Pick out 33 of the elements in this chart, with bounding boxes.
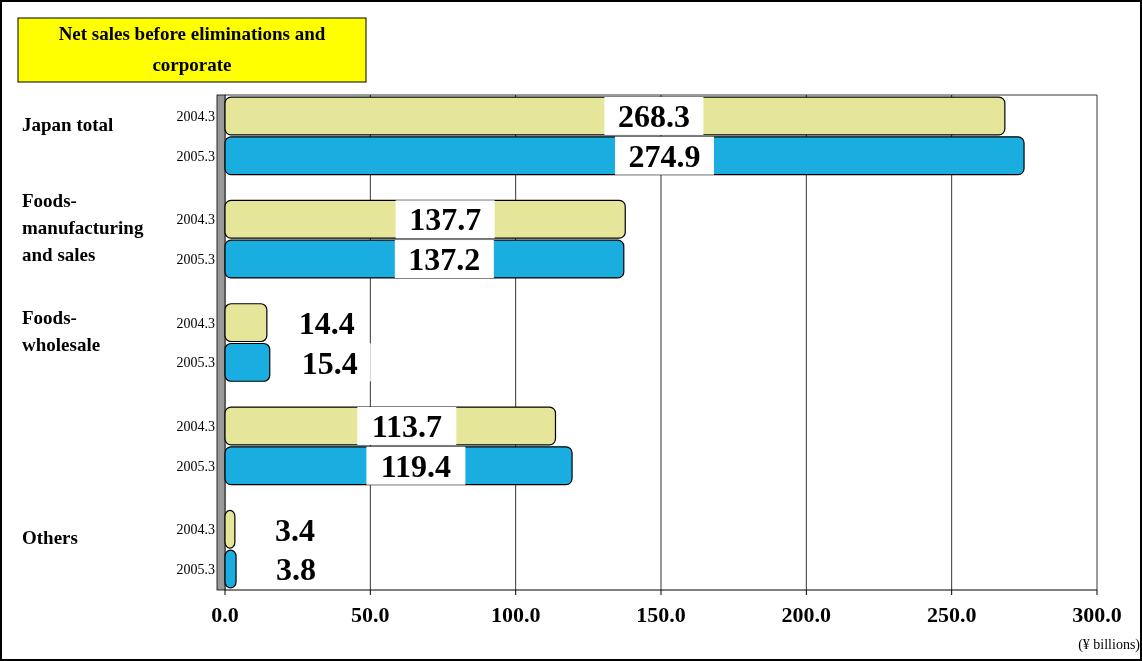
text: 2004.3 <box>176 418 215 434</box>
text: 2004.3 <box>176 522 215 538</box>
x-tick-label: 300.0 <box>1072 602 1122 627</box>
data-label: 3.4 <box>274 511 315 548</box>
y-tick-label: Japan total <box>22 113 114 135</box>
chart-title: Net sales before eliminations and corporate <box>58 23 326 75</box>
data-label: 113.7 <box>371 408 442 445</box>
data-label: 14.4 <box>298 304 355 341</box>
x-tick-label: 200.0 <box>781 602 832 627</box>
data-label: 268.3 <box>617 98 690 135</box>
text: 2005.3 <box>176 251 215 267</box>
data-label: 137.2 <box>408 241 481 278</box>
data-label: 119.4 <box>380 447 451 484</box>
data-label: 137.7 <box>409 201 482 238</box>
y-tick-label: Others <box>22 527 78 549</box>
x-tick-label: 100.0 <box>490 602 541 627</box>
x-tick-label: 50.0 <box>351 602 390 627</box>
data-label: 15.4 <box>301 344 358 381</box>
x-axis-title: (¥ billions) <box>1078 637 1141 653</box>
text: 2005.3 <box>176 458 215 474</box>
series-label: 2005.3 <box>176 148 215 164</box>
text: 2005.3 <box>176 561 215 577</box>
data-label: 3.8 <box>276 551 317 588</box>
text: 2004.3 <box>176 315 215 331</box>
text: 2005.3 <box>176 355 215 371</box>
y-tick-label: Foods-manufacturing and sales <box>22 190 144 266</box>
x-tick-label: 150.0 <box>636 602 686 627</box>
x-tick-label: 250.0 <box>926 602 977 627</box>
y-tick-label: Foods-wholesale <box>22 307 101 355</box>
text: 2004.3 <box>176 212 215 228</box>
data-label: 274.9 <box>628 137 701 174</box>
series-label: 2004.3 <box>176 108 215 124</box>
x-tick-label: 0.0 <box>211 602 239 627</box>
